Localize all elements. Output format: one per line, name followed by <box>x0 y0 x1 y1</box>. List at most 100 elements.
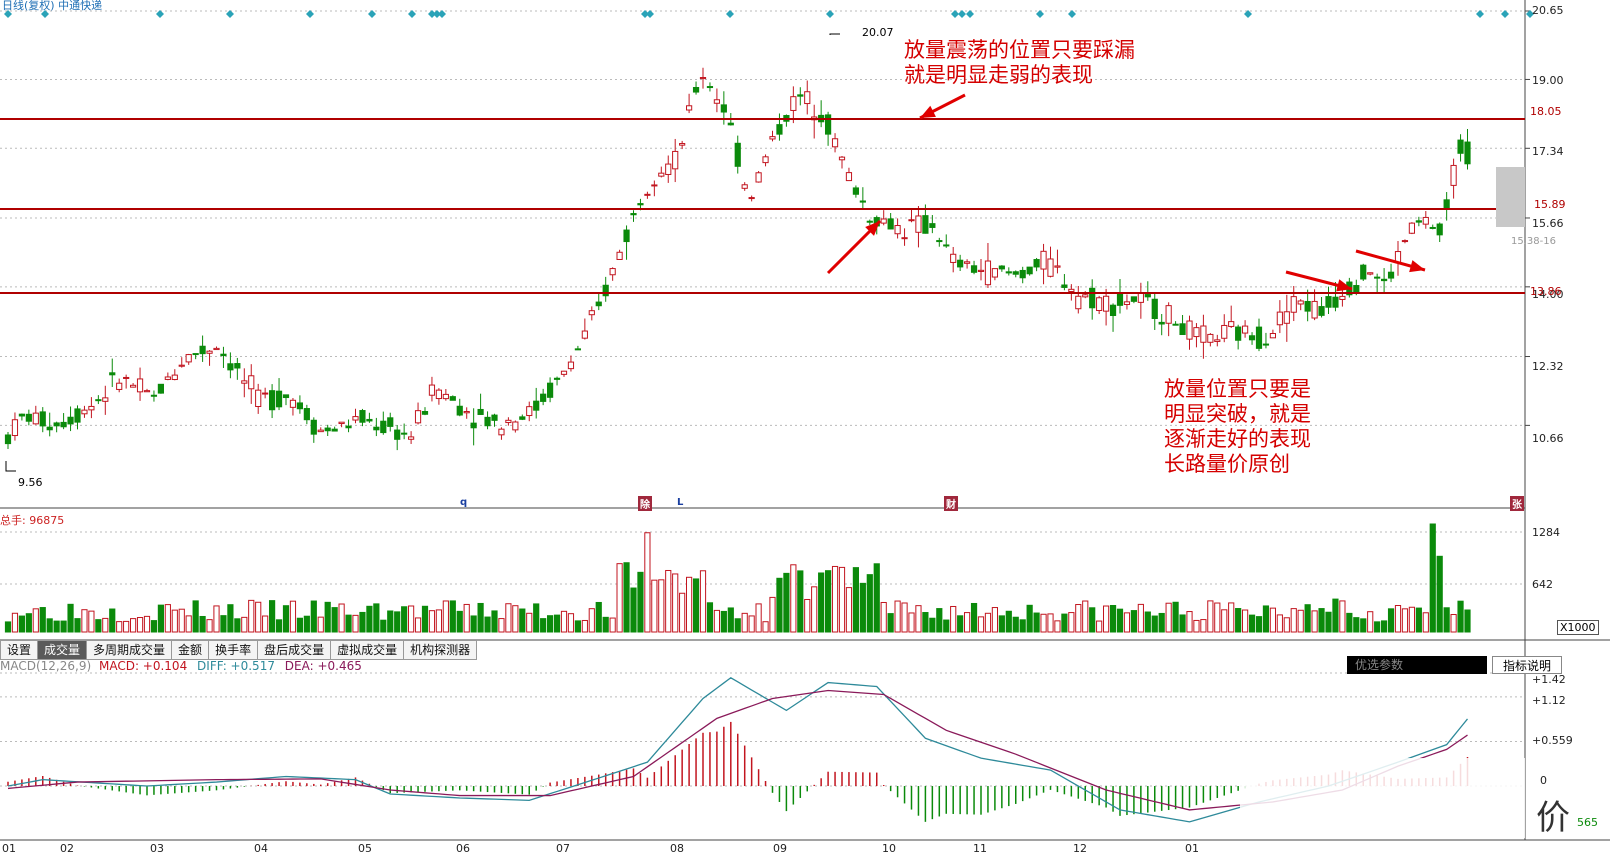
candle-body <box>477 408 484 415</box>
candle-body <box>567 361 575 370</box>
volume-bar <box>595 601 602 633</box>
tab-turnover[interactable]: 换手率 <box>209 640 259 660</box>
volume-bar <box>505 603 512 633</box>
event-marker[interactable]: L <box>677 497 684 508</box>
candle-body <box>970 265 978 273</box>
volume-bar <box>199 615 206 633</box>
volume-bar <box>845 587 853 633</box>
event-marker[interactable]: 除 <box>638 496 652 511</box>
volume-bar <box>241 616 248 633</box>
tab-multi-period-volume[interactable]: 多周期成交量 <box>87 640 173 660</box>
volume-bar <box>220 615 227 633</box>
volume-bar <box>894 600 901 633</box>
level-label-top: 18.05 <box>1530 105 1562 118</box>
event-diamond-icon <box>368 10 376 18</box>
dea-value: DEA: +0.465 <box>284 659 362 673</box>
volume-bar <box>1394 605 1402 633</box>
param-preset-field[interactable]: 优选参数 <box>1347 656 1487 674</box>
candle-body <box>762 156 769 164</box>
candle-body <box>734 142 741 167</box>
candle-body <box>943 244 950 247</box>
candle-body <box>1228 321 1235 327</box>
candle-body <box>1207 333 1214 343</box>
candle-body <box>46 426 53 431</box>
tab-virtual-volume[interactable]: 虚拟成交量 <box>331 640 405 660</box>
volume-bar <box>901 602 908 633</box>
candle-body <box>498 428 505 436</box>
candle-body <box>720 104 727 113</box>
price-tick: 10.66 <box>1532 432 1564 445</box>
candle-body <box>1193 327 1200 338</box>
volume-bar <box>39 607 46 633</box>
candle-body <box>1130 296 1138 302</box>
volume-bar <box>512 605 519 633</box>
candle-body <box>1172 323 1179 326</box>
event-diamond-icon <box>1501 10 1509 18</box>
candle-body <box>463 411 470 414</box>
volume-bar <box>720 610 727 633</box>
volume-bar <box>1262 605 1270 633</box>
tab-amount[interactable]: 金额 <box>172 640 210 660</box>
volume-bar <box>873 563 880 633</box>
candle-body <box>157 383 165 394</box>
candle-body <box>755 172 762 183</box>
volume-bar <box>672 573 679 633</box>
candle-body <box>282 394 290 399</box>
volume-bar <box>1408 606 1416 633</box>
candle-body <box>651 184 658 187</box>
macd-value: MACD: +0.104 <box>98 659 188 673</box>
candle-body <box>957 259 964 268</box>
candle-body <box>547 382 554 398</box>
candle-body <box>748 197 755 200</box>
volume-bar <box>1137 603 1144 633</box>
volume-bar <box>1130 610 1138 633</box>
volume-bar <box>977 616 985 633</box>
volume-bar <box>831 565 839 633</box>
candle-body <box>741 184 748 189</box>
candle-body <box>317 429 324 433</box>
volume-bar <box>658 579 665 633</box>
volume-bar <box>310 600 317 633</box>
candle-body <box>1304 300 1311 312</box>
event-marker[interactable]: q <box>460 497 468 508</box>
event-marker[interactable]: 张 <box>1510 496 1524 511</box>
candle-body <box>116 382 123 390</box>
event-marker[interactable]: 财 <box>944 496 958 511</box>
candle-body <box>1186 320 1193 340</box>
volume-bar <box>248 599 255 633</box>
volume-bar <box>616 563 623 633</box>
tab-settings[interactable]: 设置 <box>0 640 39 660</box>
volume-bar <box>1026 604 1033 633</box>
volume-bar <box>192 600 199 633</box>
volume-bar <box>1353 617 1360 633</box>
candle-body <box>804 91 811 105</box>
candle-body <box>623 229 630 243</box>
tab-after-hours-volume[interactable]: 盘后成交量 <box>258 640 332 660</box>
candle-body <box>25 413 32 422</box>
candle-body <box>588 310 595 316</box>
candle-body <box>512 421 519 431</box>
macd-tick: +0.559 <box>1532 734 1573 747</box>
volume-bar <box>915 605 922 633</box>
tab-volume[interactable]: 成交量 <box>38 640 88 660</box>
candle-body <box>199 345 206 355</box>
volume-bar <box>60 620 67 633</box>
volume-bar <box>1415 607 1422 633</box>
volume-bar <box>1283 617 1290 633</box>
volume-bar <box>1186 611 1193 633</box>
volume-bar <box>1457 600 1464 633</box>
x-axis-label: 07 <box>556 842 570 855</box>
volume-bar <box>338 603 345 633</box>
indicator-explain-button[interactable]: 指标说明 <box>1492 656 1562 674</box>
volume-bar <box>1096 620 1103 633</box>
tab-institution-detector[interactable]: 机构探测器 <box>404 640 478 660</box>
candle-body <box>713 99 720 104</box>
arrow-head-icon <box>920 105 936 118</box>
volume-bar <box>838 566 846 633</box>
macd-name: MACD(12,26,9) <box>0 659 92 673</box>
candle-body <box>1290 296 1297 313</box>
volume-bar <box>936 608 943 633</box>
candle-body <box>533 400 540 411</box>
volume-bar <box>547 615 554 633</box>
